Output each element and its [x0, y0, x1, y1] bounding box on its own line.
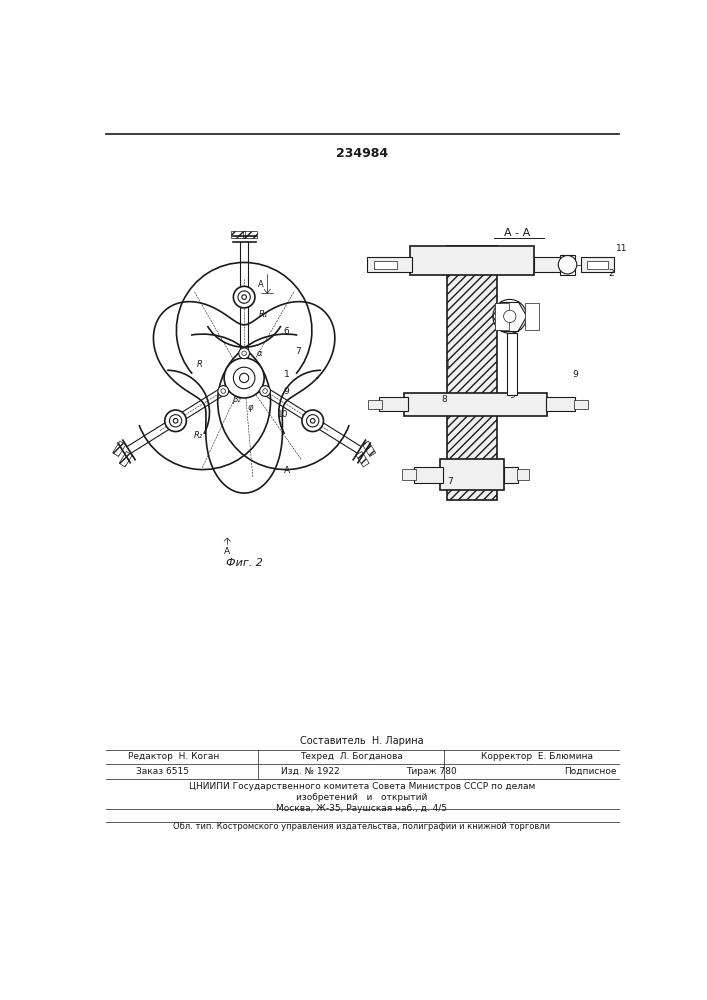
- Circle shape: [173, 418, 178, 423]
- Bar: [525, 303, 539, 330]
- Text: β₂: β₂: [232, 395, 241, 404]
- Text: 10: 10: [277, 410, 288, 419]
- Circle shape: [310, 418, 315, 423]
- Circle shape: [307, 415, 319, 427]
- Circle shape: [165, 410, 187, 432]
- Bar: [373, 261, 397, 269]
- Text: изобретений   и   открытий: изобретений и открытий: [296, 793, 428, 802]
- Bar: [507, 333, 518, 395]
- Circle shape: [170, 415, 182, 427]
- Bar: [231, 231, 245, 238]
- Bar: [560, 255, 575, 275]
- Text: 7: 7: [447, 477, 452, 486]
- Text: Заказ 6515: Заказ 6515: [136, 767, 189, 776]
- Bar: [363, 441, 375, 456]
- Text: 234984: 234984: [336, 147, 388, 160]
- Text: Фиг. 2: Фиг. 2: [226, 558, 262, 568]
- Circle shape: [302, 410, 324, 432]
- Polygon shape: [495, 303, 509, 311]
- Text: A - A: A - A: [504, 228, 531, 238]
- Circle shape: [218, 386, 228, 396]
- Bar: [414, 466, 443, 483]
- Bar: [504, 466, 518, 483]
- Text: Обл. тип. Костромского управления издательства, полиграфии и книжной торговли: Обл. тип. Костромского управления издате…: [173, 822, 551, 831]
- Text: A: A: [258, 280, 264, 289]
- Text: Редактор  Н. Коган: Редактор Н. Коган: [128, 752, 219, 761]
- Circle shape: [224, 358, 264, 398]
- Bar: [119, 451, 132, 467]
- Text: Корректор  Е. Блюмина: Корректор Е. Блюмина: [481, 752, 592, 761]
- Text: R₂: R₂: [193, 431, 203, 440]
- Circle shape: [238, 291, 250, 303]
- Text: 7: 7: [295, 347, 301, 356]
- Circle shape: [559, 256, 577, 274]
- Text: 1: 1: [445, 360, 451, 369]
- Circle shape: [240, 373, 249, 383]
- Text: Подписное: Подписное: [563, 767, 617, 776]
- Bar: [440, 459, 504, 490]
- Bar: [517, 469, 529, 480]
- Bar: [402, 469, 416, 480]
- Circle shape: [242, 295, 247, 299]
- Circle shape: [259, 386, 271, 396]
- Bar: [581, 257, 614, 272]
- Circle shape: [242, 351, 247, 356]
- Bar: [368, 400, 382, 409]
- Bar: [587, 261, 608, 269]
- Bar: [573, 400, 588, 409]
- Text: Тираж 780: Тираж 780: [406, 767, 457, 776]
- Polygon shape: [495, 324, 509, 330]
- Text: 9: 9: [509, 391, 515, 400]
- Bar: [546, 397, 575, 411]
- Text: 6: 6: [284, 327, 289, 336]
- Bar: [409, 246, 534, 275]
- Text: ЦНИИПИ Государственного комитета Совета Министров СССР по делам: ЦНИИПИ Государственного комитета Совета …: [189, 782, 535, 791]
- Text: A: A: [284, 466, 290, 475]
- Bar: [112, 441, 126, 456]
- Text: Техред  Л. Богданова: Техред Л. Богданова: [300, 752, 402, 761]
- Text: 8: 8: [441, 395, 448, 404]
- Bar: [447, 246, 497, 500]
- Text: R₁: R₁: [259, 310, 268, 319]
- Text: α: α: [257, 349, 262, 358]
- Text: Составитель  Н. Ларина: Составитель Н. Ларина: [300, 736, 423, 746]
- Bar: [379, 397, 408, 411]
- Text: R: R: [197, 360, 202, 369]
- Circle shape: [263, 389, 267, 393]
- Text: β₁: β₁: [254, 381, 262, 390]
- Bar: [404, 393, 547, 416]
- Text: Изд. № 1922: Изд. № 1922: [281, 767, 340, 776]
- Circle shape: [233, 367, 255, 389]
- Text: A: A: [224, 547, 230, 556]
- Text: 9: 9: [284, 387, 289, 396]
- Circle shape: [221, 389, 226, 393]
- Bar: [495, 303, 509, 330]
- Text: 11: 11: [616, 244, 628, 253]
- Text: 2: 2: [608, 269, 614, 278]
- Text: 1: 1: [284, 370, 289, 379]
- Circle shape: [239, 348, 250, 359]
- Bar: [243, 231, 257, 238]
- Text: Москва, Ж-35, Раушская наб., д. 4/5: Москва, Ж-35, Раушская наб., д. 4/5: [276, 804, 448, 813]
- Text: 9: 9: [573, 370, 578, 379]
- Bar: [534, 257, 561, 272]
- Bar: [368, 257, 412, 272]
- Circle shape: [493, 299, 527, 333]
- Bar: [356, 451, 369, 467]
- Text: φ: φ: [247, 403, 253, 412]
- Circle shape: [233, 286, 255, 308]
- Circle shape: [503, 310, 516, 323]
